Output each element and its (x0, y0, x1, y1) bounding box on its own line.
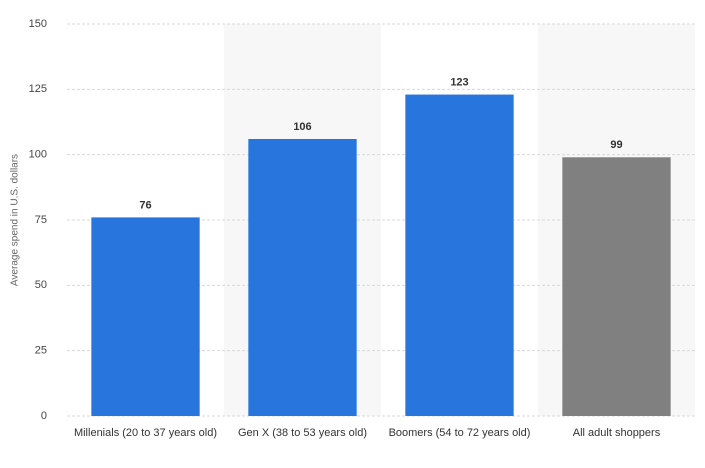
value-label: 123 (450, 76, 468, 88)
bar (562, 157, 671, 416)
value-label: 99 (610, 139, 622, 151)
x-tick-label: Boomers (54 to 72 years old) (388, 427, 531, 439)
x-tick-label: Millenials (20 to 37 years old) (73, 427, 218, 439)
y-tick-label: 125 (29, 83, 47, 95)
bar (91, 217, 200, 416)
bar (248, 138, 357, 416)
y-tick-label: 25 (35, 345, 47, 357)
y-tick-label: 75 (35, 214, 47, 226)
y-tick-label: 100 (29, 149, 47, 161)
x-tick-label: All adult shoppers (572, 427, 661, 439)
value-label: 76 (139, 199, 151, 211)
bar (405, 94, 514, 416)
y-tick-label: 50 (35, 279, 47, 291)
y-tick-label: 0 (41, 410, 47, 422)
y-axis-label: Average spend in U.S. dollars (10, 154, 21, 286)
x-tick-label: Gen X (38 to 53 years old) (237, 427, 367, 439)
y-tick-label: 150 (29, 18, 47, 30)
value-label: 106 (293, 121, 311, 133)
